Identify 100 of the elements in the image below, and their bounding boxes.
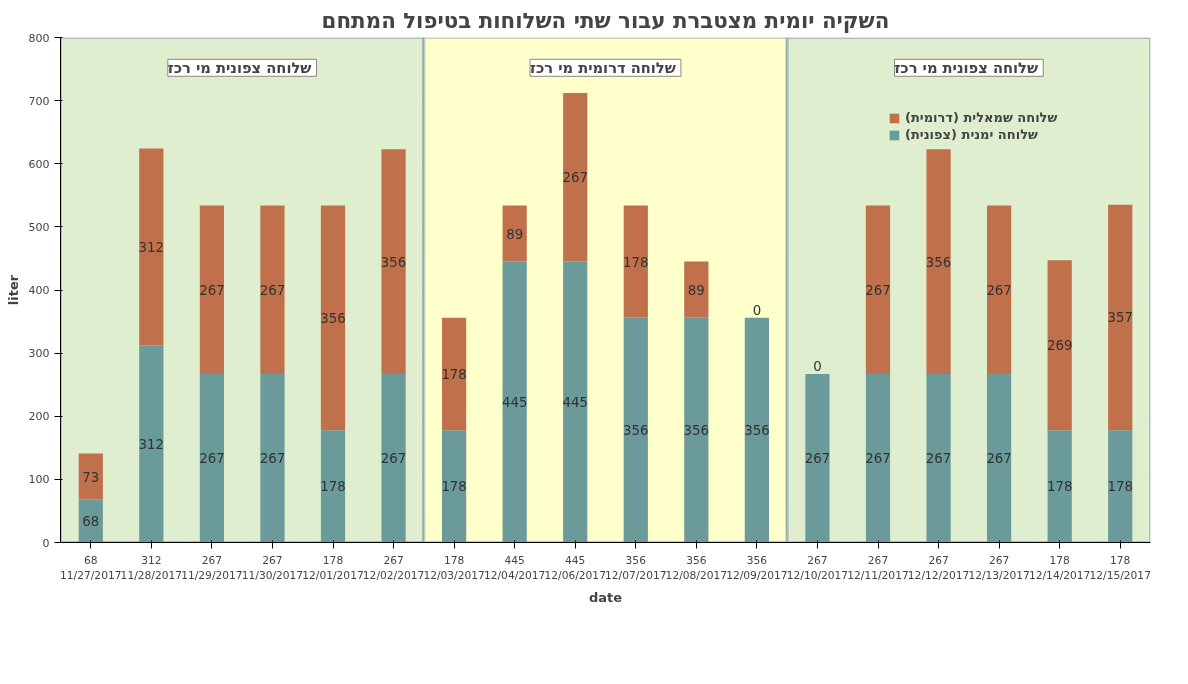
bar bbox=[1047, 260, 1072, 431]
band-label: שלוחה דרומית מי רכז bbox=[530, 59, 676, 77]
data-label: 267 bbox=[259, 282, 286, 298]
data-label: 357 bbox=[1107, 310, 1133, 326]
text: 267 bbox=[925, 451, 952, 467]
bar bbox=[563, 261, 588, 543]
bar bbox=[199, 373, 224, 543]
data-label: 312 bbox=[138, 240, 165, 256]
bar bbox=[744, 317, 769, 543]
x-tick-label: 12/13/2017 bbox=[968, 569, 1030, 583]
x-axis-title: date bbox=[588, 590, 623, 606]
text: 356 bbox=[744, 423, 770, 439]
x-tick-label: 12/10/2017 bbox=[786, 569, 849, 583]
data-label: 267 bbox=[865, 282, 891, 298]
data-label: 356 bbox=[380, 254, 407, 270]
x-tick-label: 12/06/2017 bbox=[544, 569, 606, 583]
bar bbox=[865, 373, 891, 543]
band-label: שלוחה צפונית מי רכז bbox=[894, 59, 1039, 77]
bar bbox=[139, 345, 164, 543]
text: 356 bbox=[683, 423, 710, 439]
y-tick-label: 700 bbox=[28, 94, 50, 108]
data-label: 356 bbox=[320, 310, 346, 326]
bar bbox=[320, 205, 346, 431]
bar bbox=[320, 430, 346, 543]
data-label: 178 bbox=[623, 254, 649, 270]
text: 178 bbox=[441, 479, 467, 495]
x-tick-label: 12/11/2017 bbox=[847, 569, 909, 583]
x-tick-label: 11/29/2017 bbox=[181, 569, 243, 583]
text: 178 bbox=[1107, 479, 1133, 495]
y-tick-label: 0 bbox=[42, 536, 50, 550]
y-tick-label: 300 bbox=[28, 347, 50, 361]
bar bbox=[623, 317, 648, 543]
data-label: 178 bbox=[1110, 553, 1131, 567]
data-label: 178 bbox=[322, 553, 344, 567]
data-label: 73 bbox=[82, 469, 100, 485]
legend-label: שלוחה שמאלית (דרומית) bbox=[905, 110, 1058, 125]
data-label: 269 bbox=[1046, 338, 1073, 354]
text: 312 bbox=[138, 437, 165, 453]
x-tick-label: 11/28/2017 bbox=[120, 569, 183, 583]
text: 178 bbox=[320, 479, 346, 495]
x-tick-label: 12/15/2017 bbox=[1089, 569, 1151, 583]
x-tick-label: 12/14/2017 bbox=[1028, 569, 1091, 583]
bar bbox=[563, 93, 588, 262]
y-tick-label: 100 bbox=[28, 473, 50, 487]
x-tick-label: 12/09/2017 bbox=[726, 569, 788, 583]
data-label: 178 bbox=[443, 553, 465, 567]
y-tick-label: 500 bbox=[28, 220, 50, 234]
bar bbox=[199, 205, 224, 374]
x-tick-label: 12/08/2017 bbox=[665, 569, 728, 583]
text: 267 bbox=[986, 451, 1012, 467]
data-label: 267 bbox=[562, 170, 588, 186]
data-label: 267 bbox=[199, 282, 225, 298]
bar bbox=[260, 373, 285, 543]
bar bbox=[987, 205, 1012, 374]
text: 267 bbox=[259, 451, 286, 467]
data-label: 312 bbox=[141, 553, 162, 567]
bar bbox=[865, 205, 891, 374]
text: 267 bbox=[804, 451, 831, 467]
data-label: 267 bbox=[201, 553, 223, 567]
bar bbox=[1108, 204, 1133, 431]
bar bbox=[442, 430, 467, 543]
y-tick-label: 600 bbox=[28, 157, 50, 171]
chart-title: השקיה יומית מצטברת עבור שתי השלוחות בטיפול המתחם bbox=[321, 7, 890, 33]
bar bbox=[1108, 430, 1133, 543]
bar bbox=[1047, 430, 1072, 543]
data-label: 0 bbox=[813, 359, 822, 375]
x-tick-label: 12/04/2017 bbox=[483, 569, 546, 583]
x-tick-label: 12/03/2017 bbox=[423, 569, 485, 583]
text: 267 bbox=[380, 451, 407, 467]
bar bbox=[502, 205, 527, 262]
text: 68 bbox=[82, 514, 100, 530]
data-label: 356 bbox=[925, 254, 952, 270]
x-tick-label: 12/12/2017 bbox=[907, 569, 970, 583]
data-label: 68 bbox=[84, 553, 98, 567]
x-tick-label: 11/30/2017 bbox=[241, 569, 304, 583]
data-label: 267 bbox=[262, 553, 283, 567]
data-label: 0 bbox=[752, 303, 762, 319]
data-label: 445 bbox=[565, 553, 586, 567]
text: 267 bbox=[865, 451, 891, 467]
y-axis-title: liter bbox=[5, 274, 21, 306]
bar bbox=[684, 317, 709, 543]
data-label: 445 bbox=[504, 553, 525, 567]
data-label: 267 bbox=[986, 282, 1012, 298]
legend-label: שלוחה ימנית (צפונית) bbox=[905, 127, 1038, 142]
x-tick-label: 12/01/2017 bbox=[302, 569, 364, 583]
data-label: 267 bbox=[867, 553, 889, 567]
text: 356 bbox=[623, 423, 649, 439]
text: 267 bbox=[199, 451, 225, 467]
bar bbox=[381, 373, 406, 543]
y-tick-label: 800 bbox=[28, 31, 50, 45]
bar bbox=[987, 373, 1012, 543]
x-tick-label: 12/02/2017 bbox=[362, 569, 425, 583]
bar bbox=[926, 373, 951, 543]
data-label: 267 bbox=[988, 553, 1010, 567]
data-label: 356 bbox=[625, 553, 647, 567]
bar bbox=[926, 149, 951, 374]
data-label: 267 bbox=[928, 553, 949, 567]
x-tick-label: 12/07/2017 bbox=[605, 569, 667, 583]
bar bbox=[78, 453, 103, 500]
bar bbox=[623, 205, 648, 318]
